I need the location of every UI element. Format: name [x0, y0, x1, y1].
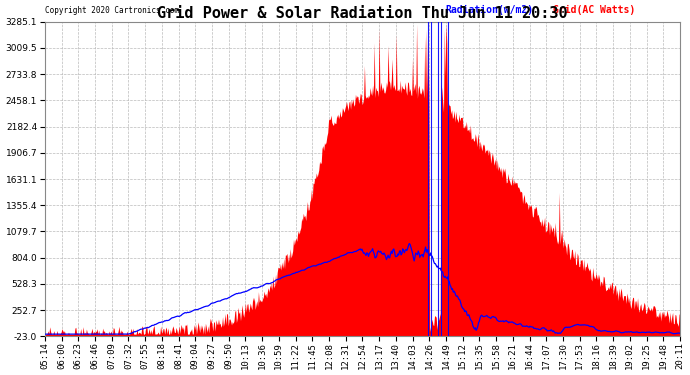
Text: Grid(AC Watts): Grid(AC Watts)	[553, 5, 635, 15]
Title: Grid Power & Solar Radiation Thu Jun 11 20:30: Grid Power & Solar Radiation Thu Jun 11 …	[157, 6, 568, 21]
Text: Radiation(w/m2): Radiation(w/m2)	[445, 5, 533, 15]
Text: Copyright 2020 Cartronics.com: Copyright 2020 Cartronics.com	[45, 6, 179, 15]
